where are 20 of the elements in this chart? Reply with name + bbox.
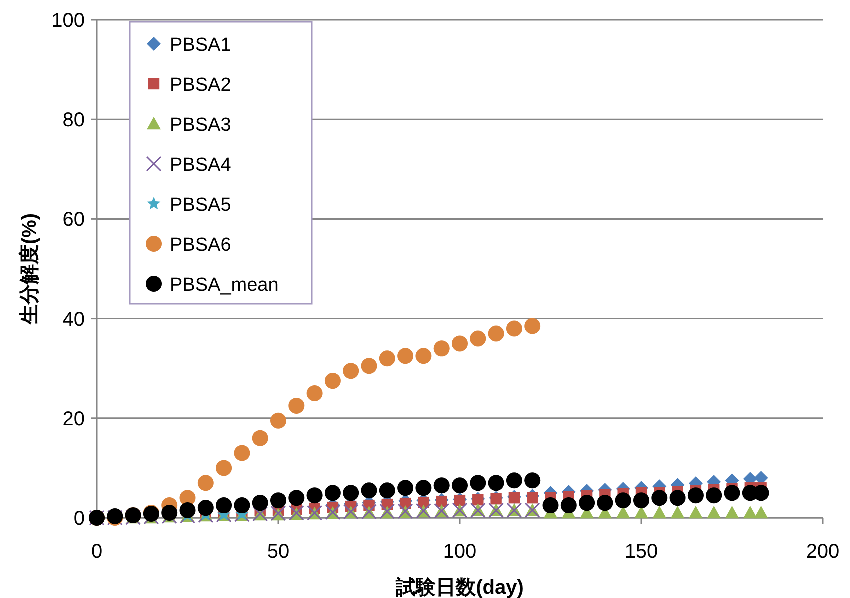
legend-label: PBSA6 [170, 235, 232, 256]
y-axis-title: 生分解度(%) [18, 213, 41, 326]
legend-label: PBSA5 [170, 195, 232, 216]
y-tick-label: 100 [52, 10, 85, 32]
x-tick-label: 50 [267, 541, 290, 563]
y-tick-label: 0 [74, 508, 85, 530]
x-tick-label: 200 [806, 541, 840, 563]
legend-label: PBSA3 [170, 115, 232, 136]
y-tick-label: 20 [62, 408, 85, 430]
x-axis-title: 試験日数(day) [395, 576, 524, 598]
y-tick-label: 40 [62, 308, 85, 331]
y-tick-label: 60 [62, 209, 85, 232]
legend-label: PBSA1 [170, 35, 232, 56]
legend-label: PBSA2 [170, 75, 232, 96]
x-tick-label: 0 [91, 541, 103, 563]
x-tick-label: 100 [443, 541, 477, 563]
legend-label: PBSA4 [170, 155, 232, 176]
legend-label: PBSA_mean [170, 275, 279, 296]
x-tick-label: 150 [624, 541, 658, 563]
y-tick-label: 80 [62, 110, 85, 132]
